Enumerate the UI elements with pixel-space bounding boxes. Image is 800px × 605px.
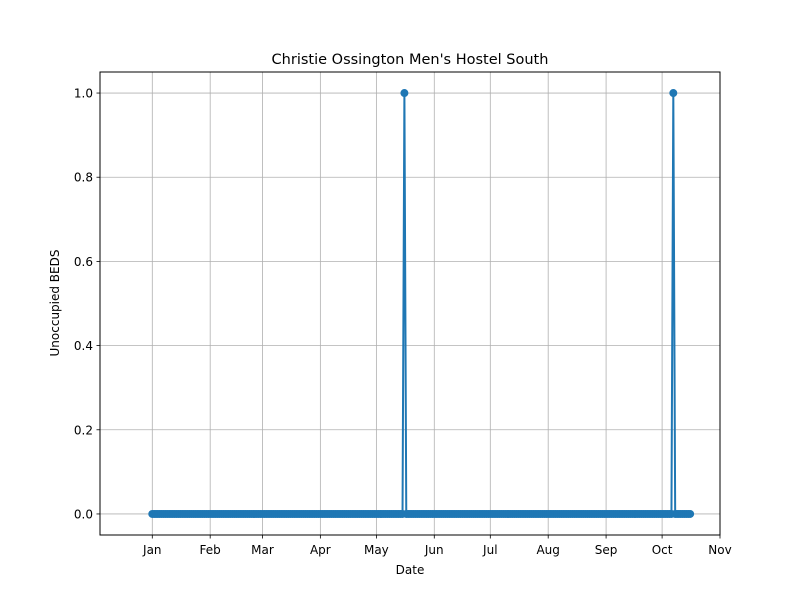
series-line bbox=[152, 92, 691, 515]
x-tick-label: Oct bbox=[652, 543, 673, 557]
data-point bbox=[686, 509, 695, 518]
y-tick-label: 1.0 bbox=[74, 87, 93, 101]
y-tick-label: 0.0 bbox=[74, 507, 93, 521]
data-point bbox=[669, 89, 678, 98]
y-tick-label: 0.2 bbox=[74, 423, 93, 437]
x-tick-label: Mar bbox=[251, 543, 274, 557]
axis-ticks: Jan Feb Mar Apr May Jun Jul Aug Sep Oct Nov 0.0 0.2 0… bbox=[74, 87, 732, 557]
x-tick-label: Aug bbox=[536, 543, 559, 557]
x-tick-label: Feb bbox=[200, 543, 221, 557]
series-group bbox=[148, 89, 695, 518]
x-tick-label: Jun bbox=[424, 543, 444, 557]
x-tick-label: Jan bbox=[142, 543, 162, 557]
x-tick-label: Sep bbox=[595, 543, 618, 557]
x-tick-label: Nov bbox=[708, 543, 731, 557]
x-tick-label: May bbox=[364, 543, 389, 557]
y-tick-label: 0.8 bbox=[74, 171, 93, 185]
plot-frame bbox=[99, 71, 721, 536]
y-tick-label: 0.6 bbox=[74, 255, 93, 269]
x-tick-label: Jul bbox=[482, 543, 497, 557]
x-tick-label: Apr bbox=[310, 543, 331, 557]
chart-title: Christie Ossington Men's Hostel South bbox=[272, 52, 549, 68]
data-point bbox=[400, 89, 409, 98]
x-axis-title: Date bbox=[396, 563, 425, 577]
grid-lines bbox=[100, 72, 721, 535]
y-axis-title: Unoccupied BEDS bbox=[48, 250, 62, 357]
y-tick-label: 0.4 bbox=[74, 339, 93, 353]
